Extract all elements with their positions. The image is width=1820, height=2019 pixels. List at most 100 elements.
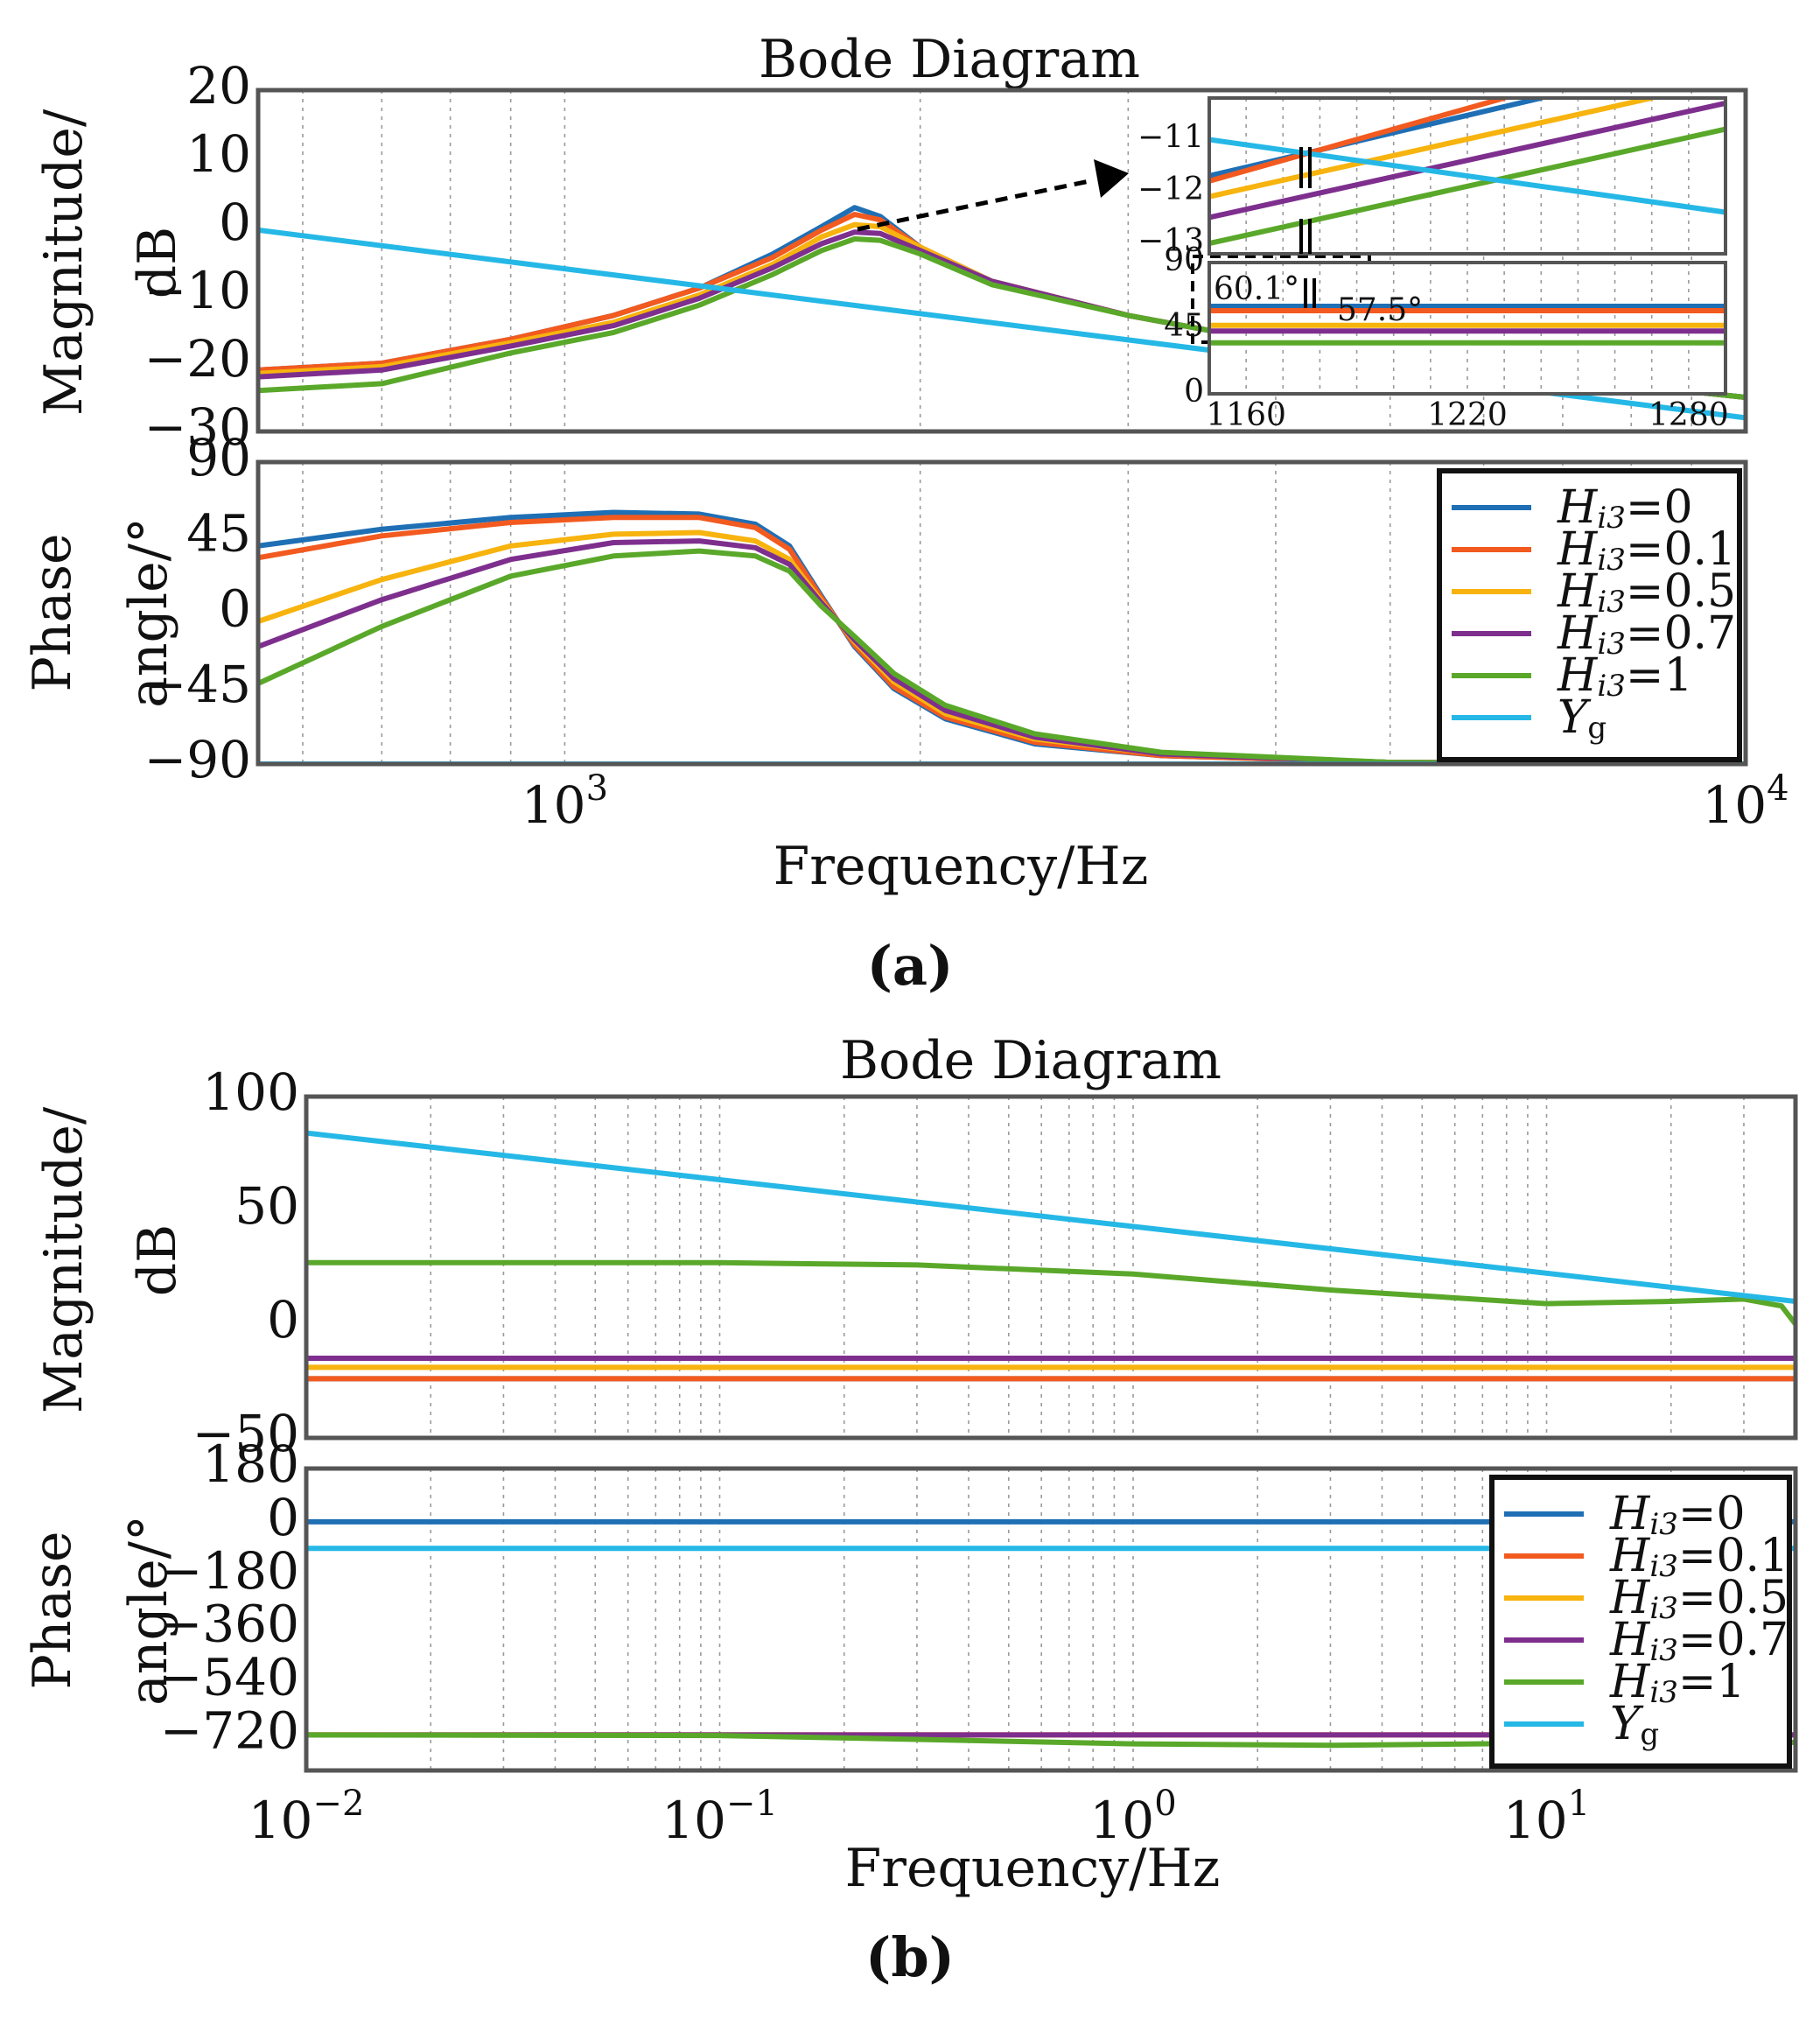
panel-a-legend-label-hi3-0: Hi3=0 — [1557, 481, 1693, 536]
panel-b: Bode Diagram 100 50 0 −50 Magnitude/ dB 180… — [22, 1030, 1798, 1989]
panel-a-legend-box — [1437, 468, 1742, 762]
inset-magnitude-line-hi3-1 — [1209, 126, 1726, 247]
inset-phase-xtick-label: 1160 — [1206, 397, 1286, 433]
panel-b-title: Bode Diagram — [840, 1030, 1222, 1091]
inset-phase-series — [1209, 304, 1726, 346]
inset-phase-xticks: 1160 1220 1280 — [1206, 397, 1728, 433]
inset-phase-ytick-label: 45 — [1164, 308, 1204, 344]
panel-b-magnitude-yticks: 100 50 0 −50 — [192, 1062, 299, 1463]
panel-b-phase-frame — [304, 1466, 1798, 1773]
inset-magnitude-line-hi3-0-5 — [1209, 98, 1655, 200]
panel-b-magnitude-ylabel: Magnitude/ dB — [33, 1106, 188, 1413]
panel-b-phase-ytick-label: −180 — [160, 1541, 299, 1601]
panel-a-magnitude-ytick-label: −20 — [144, 329, 251, 389]
panel-b-phase-ytick-label: −720 — [160, 1700, 299, 1760]
panel-b-magnitude-ylabel-line2: dB — [127, 1224, 188, 1297]
panel-b-magnitude-line-yg — [306, 1130, 1796, 1304]
panel-a-xtick-label: 103 — [522, 768, 608, 835]
panel-a-magnitude-ylabel-line2: dB — [127, 227, 188, 299]
panel-b-phase-ylabel: Phase angle/° — [22, 1515, 179, 1706]
panel-b-magnitude-line-hi3-1 — [306, 1259, 1796, 1327]
panel-b-magnitude-ytick-label: 100 — [202, 1062, 299, 1122]
panel-b-legend-label-yg: Yg — [1610, 1698, 1659, 1752]
panel-b-magnitude-axes: 100 50 0 −50 Magnitude/ dB — [33, 1062, 1798, 1463]
inset-phase-frame — [1208, 261, 1727, 396]
panel-b-phase-ylabel-line1: Phase — [22, 1531, 83, 1689]
inset-phase-yticks: 90 45 0 — [1164, 242, 1204, 410]
panel-a-magnitude-ytick-label: −30 — [144, 397, 251, 457]
panel-a-magnitude-axes: 20 10 0 −10 −20 −30 Magnitude/ dB −11 −12 −13 9… — [33, 56, 1748, 457]
panel-a-phase-ytick-label: 45 — [186, 503, 251, 563]
panel-a-phase-yticks: 90 45 0 −45 −90 — [144, 428, 251, 789]
panel-a-phase-ylabel-line1: Phase — [22, 533, 83, 691]
inset-annotation-60-1: 60.1° — [1214, 271, 1299, 307]
panel-a-phase-ylabel: Phase angle/° — [22, 517, 179, 708]
panel-b-magnitude-ytick-label: 0 — [267, 1290, 299, 1350]
panel-b-legend-label-hi3-1: Hi3=1 — [1609, 1656, 1746, 1710]
inset-magnitude-ytick-label: −12 — [1138, 172, 1204, 207]
panel-a-title: Bode Diagram — [759, 29, 1140, 90]
panel-a-phase-ytick-label: −90 — [144, 730, 251, 789]
inset-phase-ytick-label: 0 — [1184, 374, 1204, 410]
panel-b-magnitude-ylabel-line1: Magnitude/ — [33, 1106, 94, 1413]
inset-marker-lines — [1299, 147, 1316, 308]
panel-a-xlabel: Frequency/Hz — [774, 836, 1149, 897]
zoom-arrow — [857, 159, 1129, 232]
inset-magnitude-ytick-label: −13 — [1138, 223, 1204, 259]
inset-magnitude-frame — [1208, 96, 1727, 256]
panel-b-xtick-label: 10−2 — [248, 1784, 365, 1850]
panel-a-magnitude-yticks: 20 10 0 −10 −20 −30 — [144, 56, 251, 457]
panel-b-phase-ytick-label: −360 — [160, 1595, 299, 1654]
panel-a: Bode Diagram 20 10 0 −10 −20 −30 Magnitude/ d… — [22, 29, 1789, 998]
panel-b-legend-label-hi3-0-5: Hi3=0.5 — [1609, 1572, 1788, 1626]
panel-a-phase-frame — [256, 459, 1748, 767]
panel-b-phase-ytick-label: 180 — [202, 1434, 299, 1494]
panel-b-magnitude-ytick-label: 50 — [234, 1176, 299, 1236]
panel-b-legend-label-hi3-0-7: Hi3=0.7 — [1609, 1614, 1788, 1668]
panel-a-magnitude-ytick-label: 20 — [186, 56, 251, 116]
inset-phase-xtick-label: 1280 — [1648, 397, 1729, 433]
panel-a-phase-series — [258, 509, 1746, 764]
panel-a-magnitude-ylabel-line1: Magnitude/ — [33, 109, 94, 416]
panel-b-xtick-label: 101 — [1503, 1784, 1590, 1850]
panel-b-magnitude-frame — [304, 1094, 1798, 1441]
inset-magnitude-series — [1209, 98, 1726, 247]
panel-a-magnitude-frame — [256, 88, 1748, 434]
panel-a-legend-label-hi3-0-5: Hi3=0.5 — [1557, 565, 1736, 620]
panel-a-legend-label-yg: Yg — [1558, 691, 1606, 746]
inset-magnitude-line-hi3-0-1 — [1209, 98, 1508, 184]
inset-magnitude-ytick-label: −11 — [1138, 119, 1204, 155]
inset-annotation-57-5: 57.5° — [1337, 292, 1423, 328]
panel-a-magnitude-ytick-label: 0 — [219, 193, 251, 252]
panel-b-magnitude-series — [306, 1130, 1796, 1382]
panel-a-legend-label-hi3-0-7: Hi3=0.7 — [1557, 607, 1736, 662]
panel-b-legend-label-hi3-0-1: Hi3=0.1 — [1609, 1530, 1788, 1584]
panel-a-caption: (a) — [867, 934, 954, 998]
panel-a-phase-ytick-label: 0 — [219, 579, 251, 639]
panel-b-legend-box — [1489, 1475, 1792, 1769]
panel-a-xticks: 103 104 — [522, 768, 1789, 835]
panel-a-xtick-label: 104 — [1702, 768, 1788, 835]
panel-a-magnitude-ylabel: Magnitude/ dB — [33, 109, 188, 416]
inset-magnitude-line-hi3-0-7 — [1209, 100, 1726, 221]
panel-b-xtick-label: 10−1 — [662, 1784, 778, 1850]
panel-b-legend-label-hi3-0: Hi3=0 — [1609, 1488, 1746, 1542]
panel-b-caption: (b) — [865, 1925, 955, 1989]
panel-b-magnitude-ytick-label: −50 — [192, 1404, 299, 1463]
inset-phase-ytick-label: 90 — [1164, 242, 1204, 278]
inset: −11 −12 −13 90 45 0 1160 1220 1280 60.1° 57.5° — [1138, 96, 1729, 433]
panel-a-phase-ylabel-line2: angle/° — [118, 517, 179, 708]
panel-a-legend-label-hi3-0-1: Hi3=0.1 — [1557, 523, 1736, 578]
panel-b-phase-ylabel-line2: angle/° — [118, 1515, 179, 1706]
panel-a-phase-ytick-label: 90 — [186, 428, 251, 487]
panel-b-phase-ytick-label: −540 — [160, 1648, 299, 1707]
panel-a-phase-line-hi3-1 — [258, 548, 1746, 764]
inset-magnitude-yticks: −11 −12 −13 — [1138, 119, 1204, 259]
panel-a-magnitude-ytick-label: 10 — [186, 124, 251, 184]
inset-phase-bg — [1209, 263, 1726, 394]
panel-a-legend-label-hi3-1: Hi3=1 — [1557, 649, 1693, 704]
